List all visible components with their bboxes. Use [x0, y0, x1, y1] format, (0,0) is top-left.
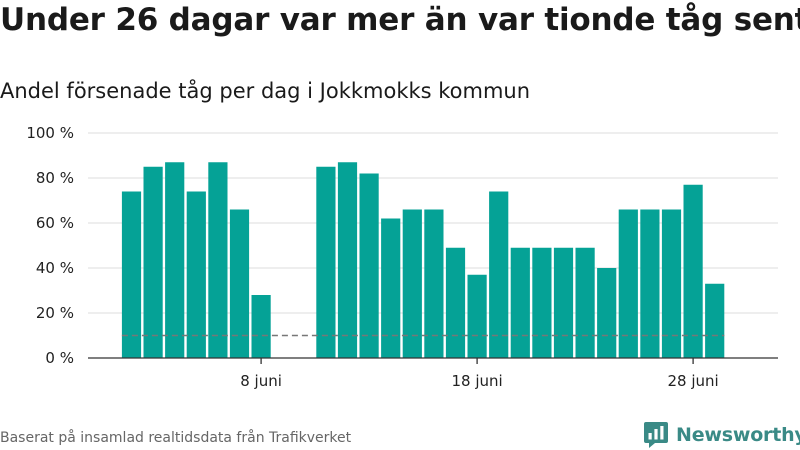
bar: 6 juni: 87 %	[208, 162, 228, 358]
bar: 28 juni: 77 %	[683, 184, 703, 358]
bar: 14 juni: 62 %	[381, 218, 401, 358]
bar: 18 juni: 37 %	[467, 274, 487, 358]
bar: 7 juni: 66 %	[229, 209, 250, 358]
y-tick-label: 20 %	[36, 304, 74, 322]
bar: 23 juni: 49 %	[575, 247, 595, 358]
bar: 24 juni: 40 %	[597, 268, 617, 358]
bar: 19 juni: 74 %	[489, 191, 509, 358]
y-tick-label: 100 %	[26, 124, 74, 142]
bar: 8 juni: 28 %	[251, 295, 271, 358]
chart-subtitle: Andel försenade tåg per dag i Jokkmokks …	[0, 79, 531, 103]
bar: 17 juni: 49 %	[445, 247, 466, 358]
bar: 11 juni: 85 %	[316, 166, 336, 358]
bar-chart: 0 % 20 % 40 % 60 % 80 % 100 % 2 juni: 74 %3 j…	[26, 124, 778, 390]
bar: 27 juni: 66 %	[661, 209, 682, 358]
y-tick-label: 40 %	[36, 259, 74, 277]
x-tick-label: 8 juni	[240, 372, 282, 390]
y-tick-label: 80 %	[36, 169, 74, 187]
y-tick-label: 0 %	[45, 349, 74, 367]
bar: 2 juni: 74 %	[121, 191, 142, 358]
x-axis-labels: 8 juni 18 juni 28 juni	[240, 358, 719, 390]
bar-chart-icon	[644, 422, 668, 448]
source-note: Baserat på insamlad realtidsdata från Tr…	[0, 430, 352, 446]
x-tick-label: 18 juni	[451, 372, 502, 390]
brand-logo: Newsworthy	[643, 420, 800, 450]
bar: 15 juni: 66 %	[402, 209, 422, 358]
bar: 22 juni: 49 %	[553, 247, 574, 358]
bar: 12 juni: 87 %	[337, 162, 358, 358]
y-axis-labels: 0 % 20 % 40 % 60 % 80 % 100 %	[26, 124, 74, 367]
bar: 29 juni: 33 %	[705, 283, 725, 358]
bars: 2 juni: 74 %3 juni: 85 %4 juni: 87 %5 ju…	[121, 162, 725, 358]
chart-title: Under 26 dagar var mer än var tionde tåg…	[0, 2, 800, 38]
y-tick-label: 60 %	[36, 214, 74, 232]
brand-name: Newsworthy	[676, 424, 800, 446]
bar: 16 juni: 66 %	[424, 209, 444, 358]
bar: 25 juni: 66 %	[618, 209, 638, 358]
bar: 20 juni: 49 %	[510, 247, 530, 358]
bar: 5 juni: 74 %	[186, 191, 206, 358]
bar: 26 juni: 66 %	[640, 209, 660, 358]
x-tick-label: 28 juni	[667, 372, 718, 390]
bar: 13 juni: 82 %	[359, 173, 379, 358]
bar: 3 juni: 85 %	[143, 166, 163, 358]
bar: 21 juni: 49 %	[532, 247, 552, 358]
bar: 4 juni: 87 %	[165, 162, 185, 358]
